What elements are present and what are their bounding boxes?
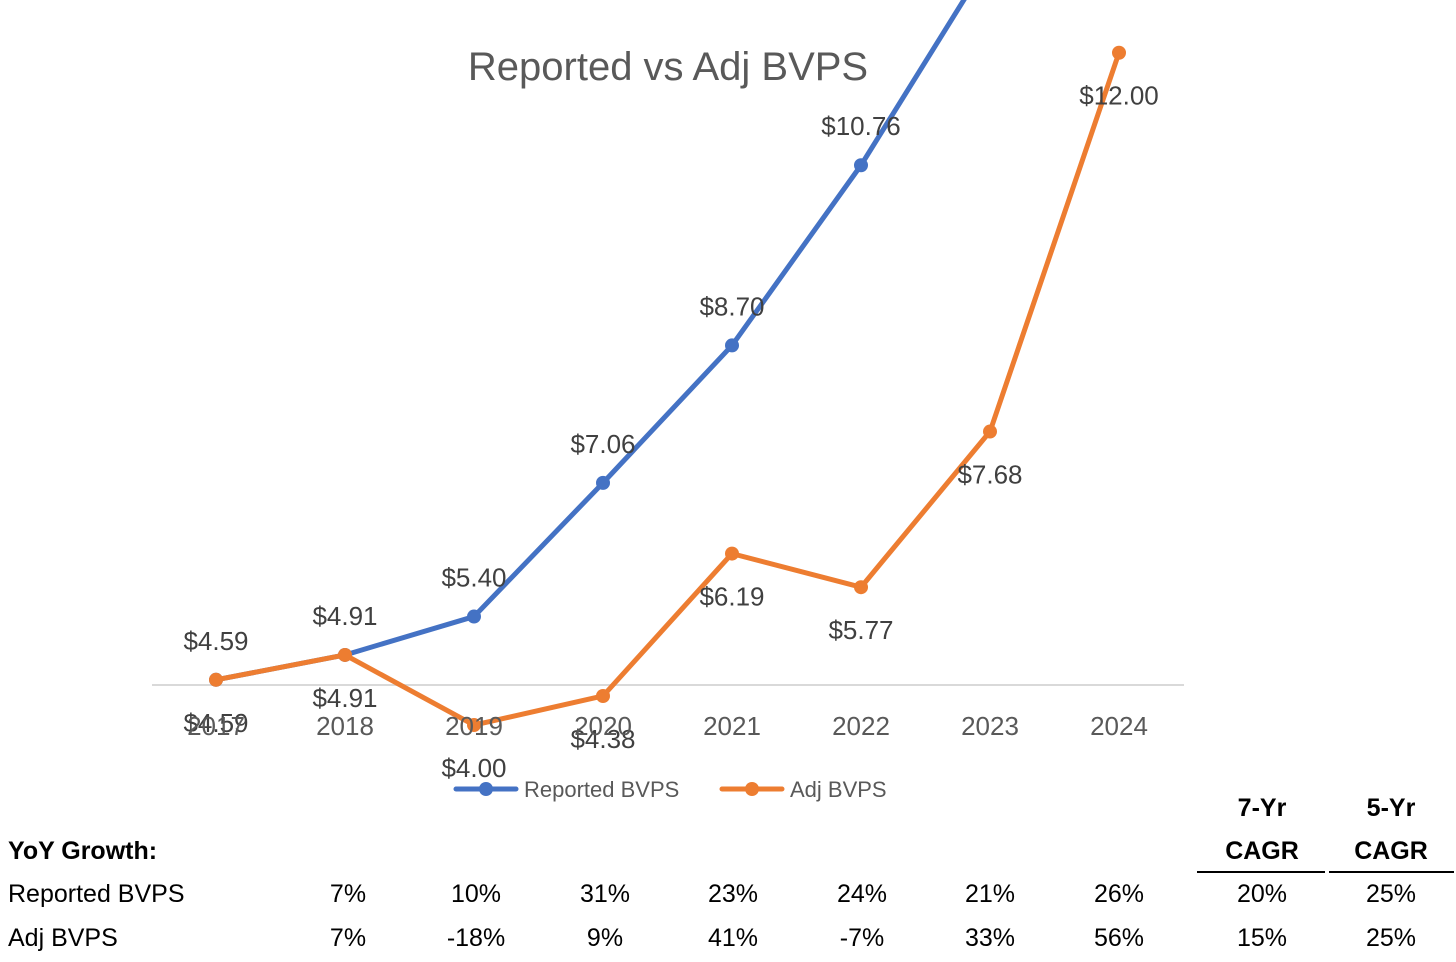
table-row-label: Reported BVPS — [8, 880, 185, 908]
adj-bvps-data-label: $7.68 — [957, 460, 1022, 490]
cagr-cell: 25% — [1365, 924, 1417, 952]
cagr-header-5yr-line1: 5-Yr — [1366, 794, 1416, 822]
x-tick-label: 2023 — [961, 711, 1019, 741]
yoy-growth-cell: 41% — [707, 924, 759, 952]
x-axis-ticks: 2017 2018 2019 2020 2021 2022 2023 2024 — [187, 711, 1148, 741]
legend: Reported BVPS Adj BVPS — [453, 777, 887, 802]
adj-bvps-data-label: $4.00 — [441, 753, 506, 783]
yoy-growth-cell: 23% — [707, 880, 759, 908]
reported-bvps-point — [854, 158, 868, 173]
cagr-header-7yr: 7-Yr — [1202, 794, 1322, 823]
cagr-header-5yr-sub: CAGR — [1331, 837, 1451, 866]
reported-bvps-data-label: $5.40 — [441, 563, 506, 593]
reported-bvps-data-label: $4.59 — [183, 626, 248, 656]
reported-bvps-point — [596, 475, 610, 490]
adj-bvps-line — [213, 50, 1122, 728]
yoy-growth-cell: 21% — [964, 880, 1016, 908]
chart-title: Reported vs Adj BVPS — [468, 45, 868, 89]
x-tick-label: 2024 — [1090, 711, 1148, 741]
adj-bvps-legend-marker — [745, 782, 759, 796]
adj-bvps-data-label: $4.38 — [570, 724, 635, 754]
reported-bvps-data-label: $7.06 — [570, 429, 635, 459]
adj-bvps-point — [209, 672, 223, 687]
yoy-growth-cell: 31% — [579, 880, 631, 908]
adj-bvps-data-label: $4.91 — [312, 683, 377, 713]
cagr-header-7yr-line2: CAGR — [1225, 837, 1299, 865]
yoy-growth-cell: 7% — [329, 924, 367, 952]
adj-bvps-point — [596, 688, 610, 703]
cagr-cell: 15% — [1236, 924, 1288, 952]
adj-bvps-point — [725, 546, 739, 561]
adj-bvps-data-label: $12.00 — [1079, 81, 1159, 111]
yoy-growth-cell: 26% — [1093, 880, 1145, 908]
cagr-underline-5yr — [1329, 871, 1454, 873]
cagr-header-5yr: 5-Yr — [1331, 794, 1451, 823]
table-heading: YoY Growth: — [8, 837, 158, 865]
yoy-growth-cell: 56% — [1093, 924, 1145, 952]
adj-bvps-point — [467, 718, 481, 733]
cagr-underline-7yr — [1197, 871, 1325, 873]
x-tick-label: 2019 — [445, 711, 503, 741]
yoy-growth-cell: 33% — [964, 924, 1016, 952]
cagr-header-5yr-line2: CAGR — [1354, 837, 1428, 865]
adj-bvps-data-label: $6.19 — [699, 582, 764, 612]
cagr-cell: 20% — [1236, 880, 1288, 908]
yoy-growth-cell: -7% — [839, 924, 885, 952]
yoy-growth-cell: 9% — [586, 924, 624, 952]
yoy-growth-cell: 7% — [329, 880, 367, 908]
yoy-growth-cell: 24% — [836, 880, 888, 908]
cagr-header-7yr-line1: 7-Yr — [1237, 794, 1287, 822]
adj-bvps-legend-label: Adj BVPS — [790, 777, 887, 802]
reported-bvps-point — [725, 338, 739, 353]
reported-bvps-data-label: $10.76 — [821, 111, 901, 141]
adj-bvps-data-label: $5.77 — [828, 615, 893, 645]
adj-bvps-data-label: $4.59 — [183, 708, 248, 738]
yoy-growth-cell: 10% — [450, 880, 502, 908]
reported-bvps-data-label: $4.91 — [312, 601, 377, 631]
x-tick-label: 2017 — [187, 711, 245, 741]
reported-bvps-legend-marker — [479, 782, 493, 796]
reported-bvps-line — [213, 0, 967, 683]
table-row-label: Adj BVPS — [8, 924, 118, 952]
line-chart: Reported vs Adj BVPS $4.59 $4.91 $5.40 $7.0… — [152, 0, 1184, 802]
cagr-cell: 25% — [1365, 880, 1417, 908]
x-tick-label: 2018 — [316, 711, 374, 741]
adj-bvps-point — [338, 647, 352, 662]
adj-bvps-point — [1112, 45, 1126, 60]
yoy-growth-cell: -18% — [446, 924, 506, 952]
adj-bvps-point — [983, 424, 997, 439]
reported-bvps-legend-label: Reported BVPS — [524, 777, 679, 802]
reported-bvps-point — [467, 609, 481, 624]
x-tick-label: 2021 — [703, 711, 761, 741]
cagr-header-7yr-sub: CAGR — [1202, 837, 1322, 866]
series-layer: $4.59$4.91$5.40$7.06$8.70$10.76$13.02$16… — [183, 0, 1159, 783]
x-tick-label: 2022 — [832, 711, 890, 741]
x-tick-label: 2020 — [574, 711, 632, 741]
reported-bvps-data-label: $8.70 — [699, 291, 764, 321]
adj-bvps-point — [854, 580, 868, 595]
